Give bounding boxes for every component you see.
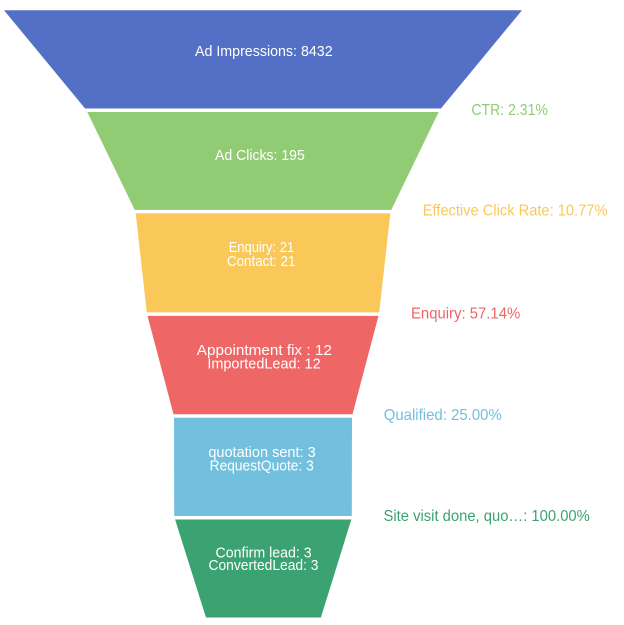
- svg-text:Ad Impressions: 8432: Ad Impressions: 8432: [195, 43, 333, 60]
- svg-text:Enquiry: 21: Enquiry: 21: [229, 239, 294, 256]
- svg-text:Ad Clicks: 195: Ad Clicks: 195: [215, 147, 305, 164]
- svg-text:Site visit done, quo…: 100.00%: Site visit done, quo…: 100.00%: [384, 508, 590, 525]
- svg-text:Qualified: 25.00%: Qualified: 25.00%: [384, 407, 502, 424]
- svg-text:ImportedLead: 12: ImportedLead: 12: [207, 356, 320, 373]
- svg-text:CTR: 2.31%: CTR: 2.31%: [471, 102, 548, 119]
- svg-text:RequestQuote: 3: RequestQuote: 3: [210, 457, 314, 474]
- svg-text:Enquiry: 57.14%: Enquiry: 57.14%: [411, 306, 520, 323]
- svg-text:Confirm lead: 3: Confirm lead: 3: [216, 545, 312, 562]
- svg-text:quotation sent: 3: quotation sent: 3: [208, 444, 315, 461]
- svg-text:Appointment fix : 12: Appointment fix : 12: [197, 342, 332, 359]
- svg-text:ConvertedLead: 3: ConvertedLead: 3: [209, 557, 319, 574]
- svg-text:Effective Click Rate: 10.77%: Effective Click Rate: 10.77%: [423, 203, 608, 220]
- svg-text:Contact: 21: Contact: 21: [227, 253, 296, 270]
